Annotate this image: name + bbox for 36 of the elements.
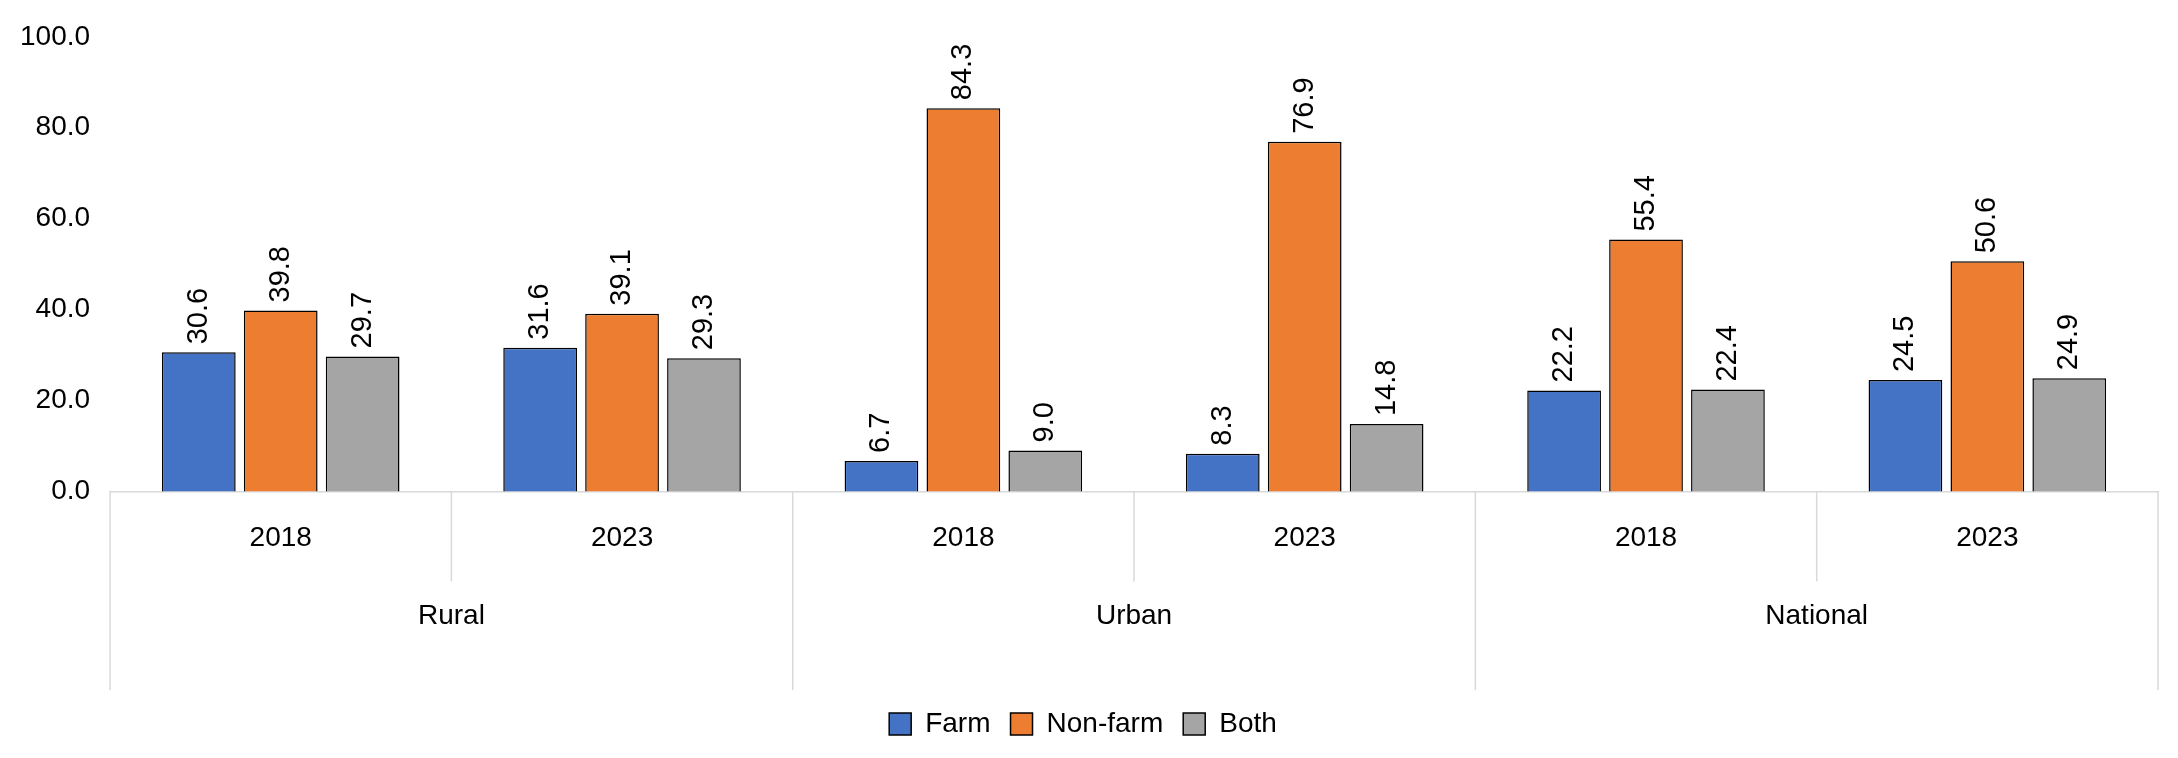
data-label: 6.7 [863, 412, 896, 453]
data-label: 22.2 [1546, 326, 1579, 383]
legend-label: Non-farm [1046, 706, 1164, 738]
text: Rural [417, 599, 485, 631]
data-label: 55.4 [1628, 175, 1661, 232]
data-label: 31.6 [522, 283, 555, 340]
x-tick-label: 2023 [590, 520, 654, 552]
data-label: 50.6 [1969, 196, 2002, 254]
data-label: 9.0 [1027, 402, 1060, 443]
data-label: 84.3 [945, 43, 978, 101]
x-tick-label: 2023 [1273, 520, 1336, 552]
x-tick-label: 2018 [1614, 520, 1678, 552]
x-tick-label: 2023 [1956, 520, 2019, 552]
text: National [1765, 599, 1869, 631]
x-tick-label: 2018 [932, 520, 995, 552]
legend-label: Farm [925, 706, 991, 738]
data-label: 29.3 [685, 293, 718, 351]
data-label: 76.9 [1286, 77, 1319, 134]
data-label: 29.7 [344, 291, 377, 349]
legend-label: Both [1219, 706, 1277, 738]
y-tick-label: 0.0 [51, 474, 91, 506]
data-label: 14.8 [1368, 359, 1401, 417]
y-tick-label: 20.0 [35, 383, 91, 415]
data-label: 24.5 [1887, 315, 1920, 373]
x-tick-label: 2018 [249, 520, 312, 552]
data-label: 39.1 [604, 249, 637, 306]
data-label: 30.6 [180, 287, 213, 345]
y-tick-label: 40.0 [35, 292, 91, 324]
text: Urban [1095, 599, 1173, 631]
data-label: 39.8 [262, 246, 295, 303]
y-tick-label: 100.0 [19, 19, 91, 51]
y-tick-label: 80.0 [35, 110, 91, 142]
data-label: 22.4 [1709, 325, 1742, 382]
y-tick-label: 60.0 [35, 201, 91, 233]
data-label: 8.3 [1204, 405, 1237, 446]
data-label: 24.9 [2051, 313, 2084, 371]
